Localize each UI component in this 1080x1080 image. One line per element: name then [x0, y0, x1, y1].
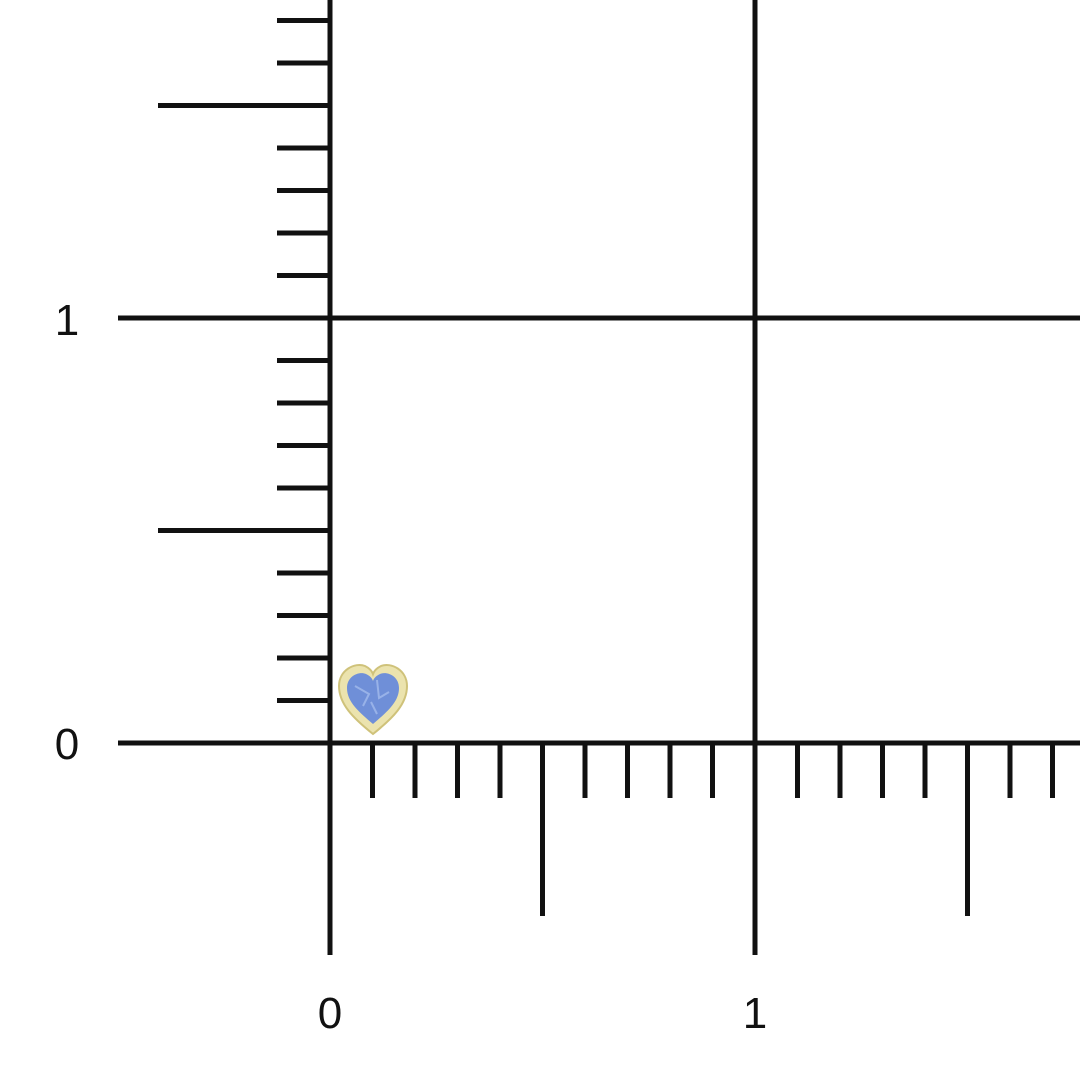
heart-gemstone-stud-icon: [337, 664, 409, 736]
tick-marks: [118, 0, 1080, 955]
y-label-1: 1: [55, 296, 79, 345]
x-label-0: 0: [318, 989, 342, 1038]
y-label-0: 0: [55, 720, 79, 769]
x-label-1: 1: [743, 989, 767, 1038]
